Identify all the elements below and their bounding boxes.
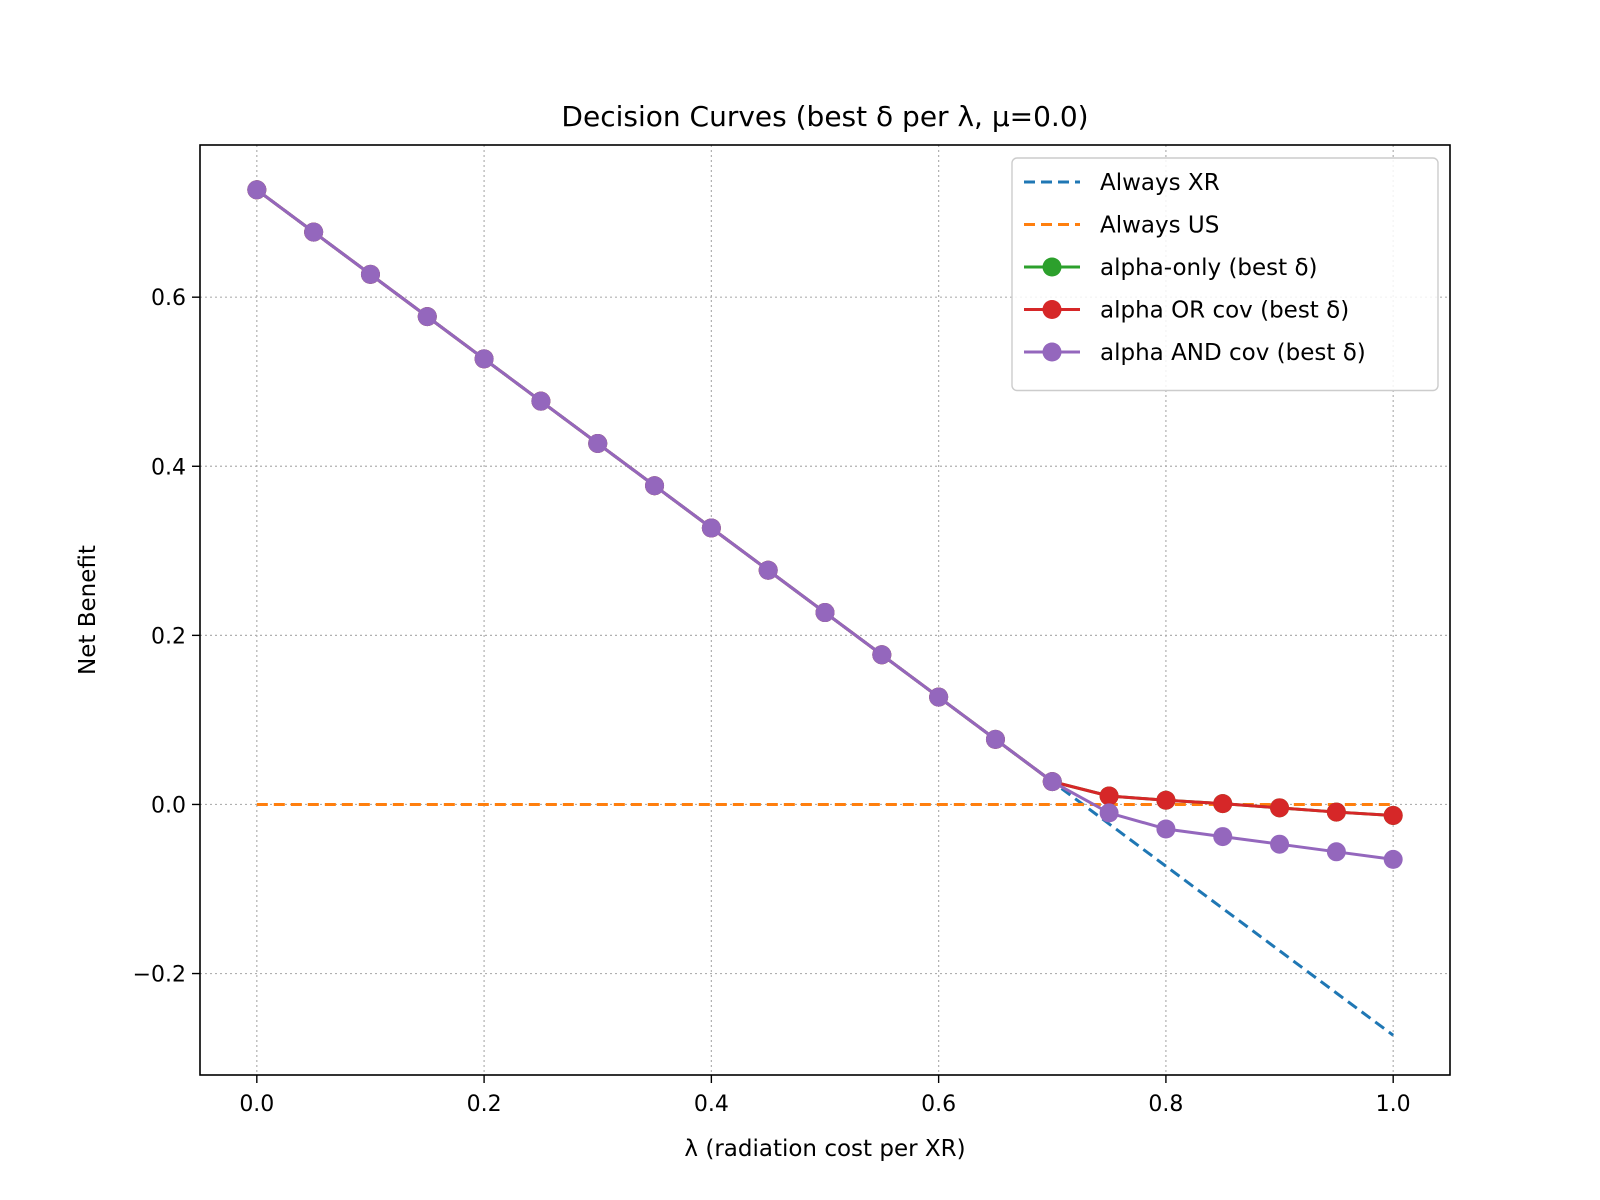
x-tick-label: 0.4 [694, 1092, 729, 1117]
legend-item: alpha OR cov (best δ) [1024, 298, 1349, 324]
data-point [1270, 798, 1290, 818]
legend-item: alpha AND cov (best δ) [1024, 340, 1366, 366]
data-point [645, 476, 665, 496]
data-point [872, 645, 892, 665]
x-tick-label: 0.2 [467, 1092, 502, 1117]
data-point [815, 603, 835, 623]
x-tick-label: 0.8 [1148, 1092, 1183, 1117]
data-point [1099, 786, 1119, 806]
data-point [360, 264, 380, 284]
data-point [1213, 827, 1233, 847]
data-point [1270, 834, 1290, 854]
data-point [1156, 790, 1176, 810]
legend: Always XR Always US alpha-only (best δ) alp… [1011, 157, 1439, 392]
x-tick-label: 0.6 [921, 1092, 956, 1117]
data-point [1326, 802, 1346, 822]
data-point [1099, 803, 1119, 823]
legend-label: alpha OR cov (best δ) [1100, 298, 1349, 324]
plot-area-frame [199, 144, 1451, 1076]
legend-item: alpha-only (best δ) [1024, 255, 1318, 281]
data-point [1156, 819, 1176, 839]
legend-item: Always XR [1024, 170, 1220, 196]
axis-ticks: 0.0 0.2 0.4 0.6 0.8 1.0 −0.2 0.0 0.2 0.4 0.6 [133, 286, 1411, 1117]
y-tick-label: −0.2 [133, 963, 186, 988]
legend-swatch-marker [1042, 257, 1062, 277]
data-point [1042, 772, 1062, 792]
data-point [531, 391, 551, 411]
data-point [1326, 842, 1346, 862]
series-0 [255, 188, 1395, 1037]
data-point [758, 560, 778, 580]
data-point [1213, 794, 1233, 814]
legend-item: Always US [1024, 213, 1219, 239]
data-point [1383, 805, 1403, 825]
data-point [701, 518, 721, 538]
data-point [304, 222, 324, 242]
data-point [985, 729, 1005, 749]
y-axis-title: Net Benefit [75, 545, 101, 675]
series-line [255, 188, 1395, 1037]
x-tick-label: 0.0 [239, 1092, 274, 1117]
series-4 [247, 180, 1403, 869]
data-point [474, 349, 494, 369]
legend-label: Always XR [1100, 170, 1220, 196]
y-tick-label: 0.0 [151, 793, 186, 818]
data-point [247, 180, 267, 200]
legend-swatch-marker [1042, 342, 1062, 362]
legend-label: alpha-only (best δ) [1100, 255, 1318, 281]
chart-title: Decision Curves (best δ per λ, μ=0.0) [561, 100, 1088, 133]
data-point [417, 307, 437, 327]
data-series [247, 180, 1403, 1037]
y-tick-label: 0.2 [151, 624, 186, 649]
legend-label: alpha AND cov (best δ) [1100, 340, 1366, 366]
legend-swatch-marker [1042, 300, 1062, 319]
x-axis-title: λ (radiation cost per XR) [684, 1136, 965, 1162]
data-point [588, 433, 608, 453]
y-tick-label: 0.4 [151, 455, 186, 480]
y-tick-label: 0.6 [151, 286, 186, 311]
legend-box [1011, 157, 1439, 392]
data-point [929, 687, 949, 707]
x-tick-label: 1.0 [1376, 1092, 1411, 1117]
legend-label: Always US [1100, 213, 1219, 239]
data-point [1383, 849, 1403, 869]
